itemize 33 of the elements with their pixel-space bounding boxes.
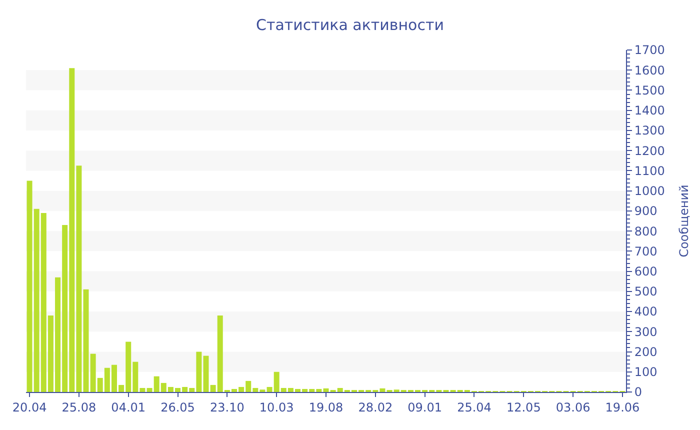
y-tick-label: 1700 [634,43,665,58]
x-tick-label: 26.05 [160,400,195,414]
x-tick-label: 04.01 [111,400,146,414]
x-tick-label: 03.06 [556,400,590,414]
y-tick-label: 1300 [634,124,665,138]
x-tick-label: 19.08 [308,400,344,414]
y-tick-label: 600 [634,264,658,278]
y-tick-label: 1100 [634,164,665,178]
y-tick-label: 800 [634,224,658,238]
y-tick-label: 500 [634,284,658,299]
x-tick-label: 12.05 [506,400,541,414]
x-tick-label: 25.08 [62,400,96,414]
y-tick-label: 1500 [634,83,665,98]
y-tick-label: 1000 [634,184,665,198]
x-tick-label: 10.03 [259,400,294,414]
x-tick-label: 23.10 [210,400,244,414]
y-tick-label: 700 [634,244,658,258]
y-tick-label: 100 [634,365,658,380]
x-tick-label: 20.04 [12,400,47,414]
x-tick-label: 19.06 [605,400,640,414]
y-tick-label: 200 [634,344,658,359]
y-tick-label: 1200 [634,144,665,158]
x-tick-label: 25.04 [457,400,492,414]
x-tick-label: 09.01 [408,400,442,414]
y-axis-title: Сообщений [676,184,691,258]
y-tick-label: 900 [634,204,658,218]
y-tick-label: 1400 [634,104,665,118]
y-tick-label: 400 [634,304,658,319]
chart-title: Статистика активности [256,16,444,34]
y-tick-label: 0 [634,385,642,400]
x-tick-label: 28.02 [358,400,393,414]
y-tick-label: 300 [634,324,658,339]
y-tick-label: 1600 [634,63,665,78]
